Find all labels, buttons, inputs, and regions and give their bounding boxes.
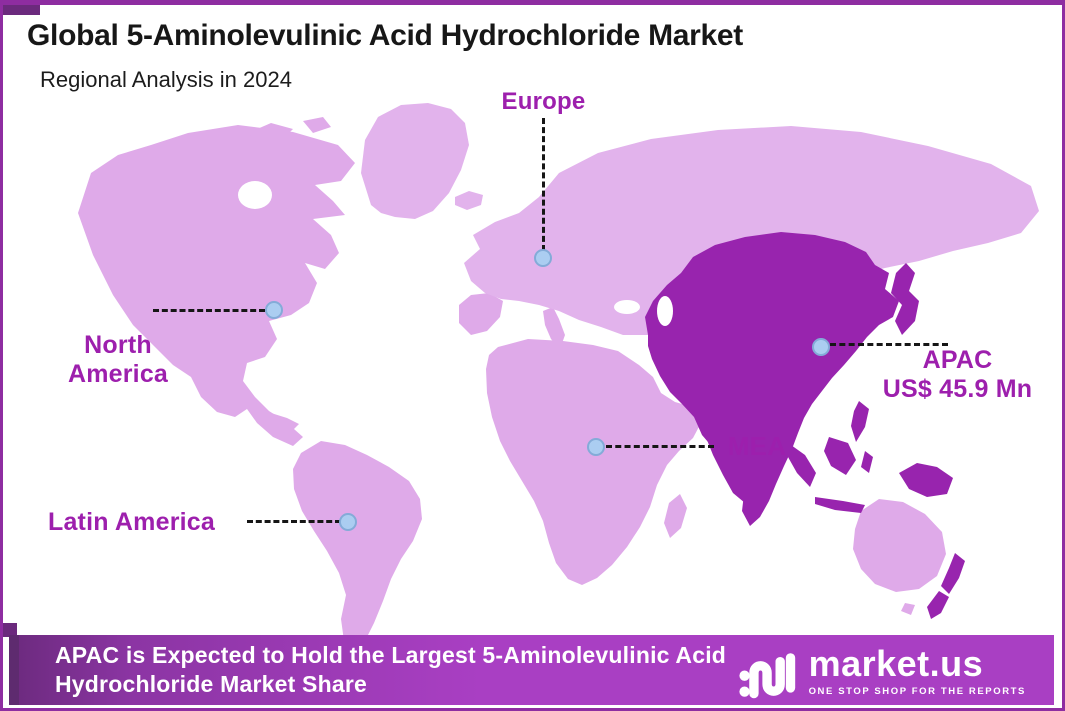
region-apac-shape [645, 232, 965, 619]
region-marker-north-america [265, 301, 283, 319]
banner-left-cap [9, 635, 19, 705]
leader-line-apac [830, 343, 948, 346]
continents-north [361, 103, 1039, 335]
logo-brand: market.us [808, 642, 984, 684]
corner-accent [3, 5, 40, 15]
logo-text: market.us ONE STOP SHOP FOR THE REPORTS [808, 642, 1026, 697]
marketus-logo: market.us ONE STOP SHOP FOR THE REPORTS [737, 641, 1026, 701]
continents-light [78, 117, 946, 651]
leader-line-latin-america [247, 520, 341, 523]
leader-line-europe [542, 118, 545, 251]
world-map [78, 103, 1039, 651]
region-label-north-america: North America [67, 331, 169, 388]
bottom-banner: APAC is Expected to Hold the Largest 5-A… [3, 623, 1054, 705]
region-marker-europe [534, 249, 552, 267]
region-value-apac: US$ 45.9 Mn [882, 375, 1033, 403]
region-marker-mea [587, 438, 605, 456]
marketus-logo-icon [738, 653, 795, 699]
water-cutouts [238, 181, 673, 326]
banner-text: APAC is Expected to Hold the Largest 5-A… [55, 642, 727, 697]
region-label-mea: MEA [727, 431, 787, 461]
page-title: Global 5-Aminolevulinic Acid Hydrochlori… [27, 19, 743, 52]
region-marker-latin-america [339, 513, 357, 531]
region-label-europe: Europe [501, 88, 586, 115]
logo-tagline: ONE STOP SHOP FOR THE REPORTS [808, 685, 1026, 697]
region-marker-apac [812, 338, 830, 356]
region-label-apac: APAC [922, 346, 993, 374]
page-subtitle: Regional Analysis in 2024 [40, 67, 292, 92]
region-label-latin-america: Latin America [47, 508, 215, 536]
leader-line-mea [606, 445, 714, 448]
leader-line-north-america [153, 309, 265, 312]
